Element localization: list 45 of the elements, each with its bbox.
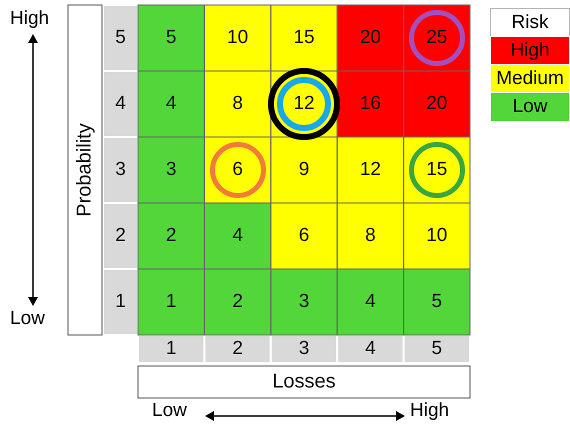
- x-tick-label: 3: [298, 338, 310, 360]
- data-label: 10: [426, 225, 448, 246]
- data-label: 12: [293, 93, 315, 114]
- y-tick-label: 4: [115, 93, 126, 114]
- x-tick-label: 4: [365, 338, 376, 360]
- data-label: 20: [426, 93, 448, 114]
- data-label: 12: [360, 159, 381, 180]
- legend-title: Risk: [490, 8, 570, 38]
- data-label: 9: [298, 159, 310, 180]
- text: Medium: [490, 64, 570, 94]
- x-axis-title: Losses: [272, 370, 336, 393]
- data-label: 4: [365, 291, 376, 312]
- data-label: 5: [166, 27, 176, 48]
- data-label: 6: [232, 159, 243, 180]
- data-label: 15: [293, 27, 315, 48]
- y-tick-label: 5: [115, 27, 126, 48]
- y-axis-title: Probability: [74, 123, 96, 217]
- data-label: 2: [166, 225, 176, 246]
- text: High: [10, 8, 50, 30]
- data-label: 20: [360, 27, 381, 48]
- data-label: 8: [365, 225, 376, 246]
- data-label: 6: [298, 225, 310, 246]
- data-label: 16: [360, 93, 381, 114]
- data-label: 4: [166, 93, 177, 114]
- y-tick-label: 2: [115, 225, 126, 246]
- data-label: 15: [426, 159, 448, 180]
- data-label: 25: [426, 27, 448, 48]
- text: Low: [10, 308, 45, 330]
- text: Low: [152, 400, 187, 422]
- y-tick-label: 3: [115, 159, 126, 180]
- data-label: 1: [166, 291, 176, 312]
- x-tick-label: 1: [166, 338, 176, 360]
- x-tick-label: 5: [432, 338, 442, 360]
- data-label: 3: [298, 291, 310, 312]
- y-tick-label: 1: [115, 291, 126, 312]
- data-label: 2: [232, 291, 243, 312]
- text: High: [410, 400, 450, 422]
- text: Low: [490, 92, 570, 122]
- data-label: 4: [232, 225, 244, 246]
- data-label: 3: [166, 159, 176, 180]
- x-tick-label: 2: [232, 338, 243, 360]
- data-label: 8: [232, 93, 243, 114]
- data-label: 5: [432, 291, 442, 312]
- data-label: 10: [227, 27, 248, 48]
- text: High: [490, 36, 570, 66]
